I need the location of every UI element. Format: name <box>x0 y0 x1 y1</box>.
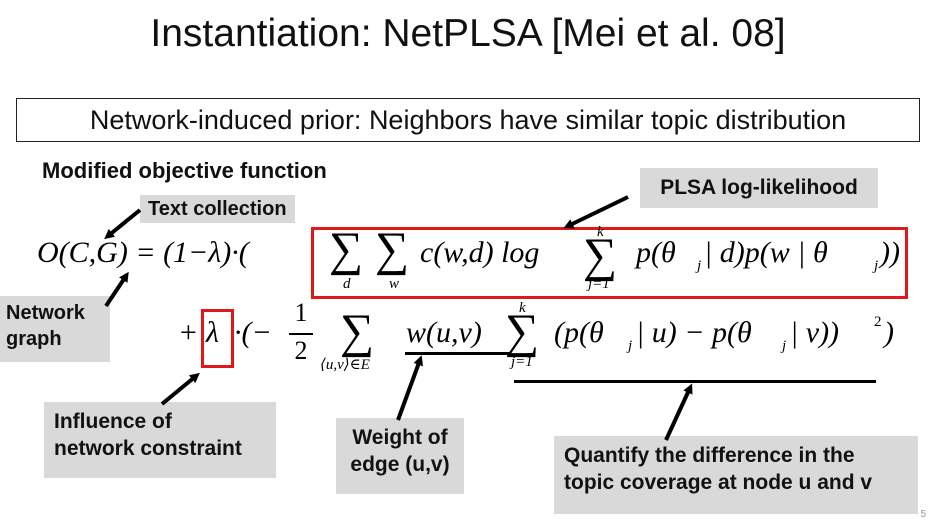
weight-underline <box>405 352 509 355</box>
formula-line1-lhs: O(C,G) = (1−λ)·( <box>37 236 249 269</box>
label-quantify: Quantify the difference in the topic cov… <box>554 436 918 514</box>
label-text-collection: Text collection <box>140 195 295 223</box>
section-heading: Modified objective function <box>42 158 327 183</box>
label-network-graph-line1: Network <box>6 302 85 324</box>
label-weight: Weight of edge (u,v) <box>336 418 464 494</box>
arrow-influence <box>160 372 200 406</box>
sum-uv-subscript: ⟨u,v⟩∈E <box>320 357 370 373</box>
square-superscript: 2 <box>874 314 882 330</box>
subtitle-box: Network-induced prior: Neighbors have si… <box>16 98 920 142</box>
frac-bar <box>289 333 313 335</box>
sum-j2-sigma: ∑ <box>505 305 540 358</box>
arrow-quantify <box>664 383 693 441</box>
sum-w-subscript: w <box>389 276 400 292</box>
arrow-network-graph <box>104 271 129 308</box>
arrow-plsa <box>563 195 629 229</box>
formula-lambda: λ <box>206 316 219 349</box>
formula-diff-a: (p(θ <box>554 316 604 349</box>
sum-w-sigma: ∑ <box>375 223 410 276</box>
sum-j2-superscript: k <box>519 300 526 316</box>
formula-diff-b: | u) − p(θ <box>636 316 752 349</box>
sub-j-3: j <box>628 338 633 354</box>
difference-underline <box>514 380 876 383</box>
sum-d-subscript: d <box>343 276 351 292</box>
page-number: 5 <box>920 509 926 520</box>
label-quantify-line2: topic coverage at node u and v <box>564 471 873 495</box>
frac-numerator: 1 <box>294 298 308 327</box>
label-influence: Influence of network constraint <box>44 402 276 478</box>
formula-line1-count: c(w,d) log <box>420 236 540 269</box>
label-influence-line1: Influence of <box>54 410 172 433</box>
formula-weight: w(u,v) <box>406 316 482 349</box>
formula-line1-p-theta: p(θ <box>636 236 676 269</box>
arrow-weight <box>396 355 423 421</box>
formula-plus: + <box>178 316 199 349</box>
sum-j-superscript: k <box>597 224 604 240</box>
sum-d-sigma: ∑ <box>329 223 364 276</box>
formula-line1-pw: | d)p(w | θ <box>704 236 828 269</box>
sum-j-subscript: j=1 <box>588 276 610 292</box>
label-network-graph: Network graph <box>0 296 110 362</box>
sum-uv-sigma: ∑ <box>340 305 375 358</box>
slide-title: Instantiation: NetPLSA [Mei et al. 08] <box>150 12 786 55</box>
sub-j-4: j <box>782 338 787 354</box>
sub-j-1: j <box>697 258 702 274</box>
sum-j-sigma: ∑ <box>583 229 618 282</box>
sum-j2-subscript: j=1 <box>511 354 533 370</box>
formula-line2-close: ) <box>884 316 894 349</box>
formula-line1-close: )) <box>880 236 900 269</box>
sub-j-2: j <box>874 258 879 274</box>
plsa-highlight-box <box>311 227 908 299</box>
frac-denominator: 2 <box>294 336 308 365</box>
label-plsa-loglik: PLSA log-likelihood <box>640 168 878 208</box>
label-weight-line1: Weight of <box>352 426 448 449</box>
arrow-text-collection <box>104 208 142 240</box>
label-influence-line2: network constraint <box>54 437 242 461</box>
label-network-graph-line2: graph <box>6 328 62 350</box>
label-weight-line2: edge (u,v) <box>350 453 450 477</box>
label-quantify-line1: Quantify the difference in the <box>564 444 855 467</box>
formula-line2-dot: ·(− <box>234 316 272 349</box>
formula-diff-c: | v)) <box>790 316 840 349</box>
lambda-highlight-box <box>201 309 234 368</box>
